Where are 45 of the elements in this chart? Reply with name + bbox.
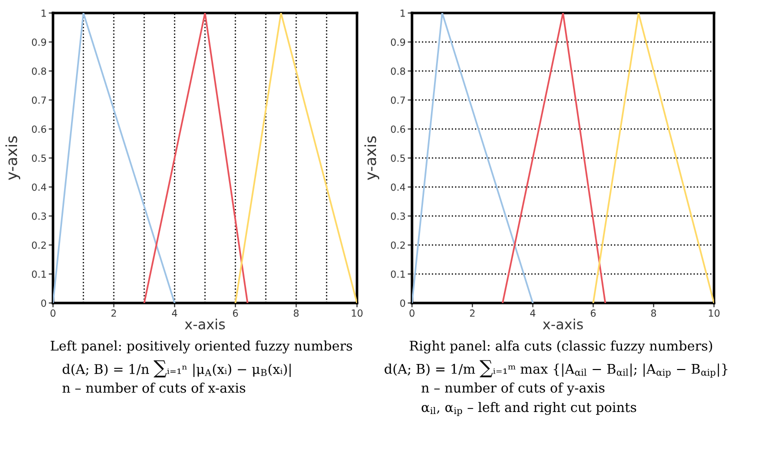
y-tick-label: 0.4	[32, 183, 46, 191]
y-tick-label: 0.8	[390, 67, 406, 75]
y-tick-label: 0.2	[390, 241, 405, 249]
y-tick-label: 0.7	[390, 96, 405, 104]
text: α$_{il}$, α$_{ip}$ – left and right cut points	[422, 402, 636, 416]
x-tick-label: 6	[590, 309, 596, 317]
y-axis-title: y-axis	[5, 136, 20, 180]
text: d(A; B) = 1/n ∑ᵢ₌₁ⁿ |μ$_{A}$(xᵢ) − μ$_{B}$(xᵢ)|	[62, 360, 291, 378]
x-tick-label: 0	[50, 309, 56, 317]
y-tick-label: 1	[400, 10, 405, 17]
x-axis-title: x-axis	[542, 318, 583, 330]
y-tick-label: 0.6	[390, 125, 406, 133]
y-tick-label: 0.9	[32, 38, 46, 46]
x-tick-label: 2	[470, 309, 475, 317]
x-tick-label: 4	[530, 310, 536, 317]
x-tick-label: 8	[294, 309, 299, 317]
y-tick-label: 0.8	[32, 67, 46, 75]
text: Left panel: positively oriented fuzzy numbers	[50, 340, 352, 354]
y-tick-label: 0.9	[390, 38, 406, 46]
y-tick-label: 0.5	[32, 154, 46, 162]
x-tick-label: 6	[232, 309, 238, 317]
y-axis-title: y-axis	[364, 136, 380, 180]
y-tick-label: 0.3	[32, 212, 46, 220]
y-tick-label: 0.3	[390, 212, 405, 220]
y-tick-label: 0.1	[32, 270, 46, 278]
text: d(A; B) = 1/m ∑ᵢ₌₁ᵐ max {|A$_{αil}$ − B$_{αil}$|; |A$_{αip}$ − B$_{αip}$|}	[384, 360, 728, 378]
y-tick-label: 0.5	[390, 154, 405, 162]
y-tick-label: 1	[42, 10, 46, 17]
text: n – number of cuts of y-axis	[421, 382, 604, 396]
text: Right panel: alfa cuts (classic fuzzy numbers)	[410, 340, 712, 354]
x-tick-label: 10	[352, 309, 363, 317]
x-tick-label: 10	[708, 309, 720, 317]
x-tick-label: 8	[651, 309, 656, 317]
y-tick-label: 0.7	[32, 96, 46, 104]
y-tick-label: 0.2	[32, 241, 46, 249]
text: n – number of cuts of x-axis	[62, 382, 246, 393]
y-tick-label: 0	[41, 299, 46, 307]
x-axis-title: x-axis	[184, 318, 225, 330]
x-tick-label: 0	[410, 309, 414, 317]
y-tick-label: 0	[400, 299, 406, 307]
y-tick-label: 0.1	[390, 270, 405, 278]
x-tick-label: 2	[111, 309, 116, 317]
y-tick-label: 0.4	[390, 183, 406, 191]
y-tick-label: 0.6	[32, 125, 46, 133]
x-tick-label: 4	[172, 310, 178, 317]
